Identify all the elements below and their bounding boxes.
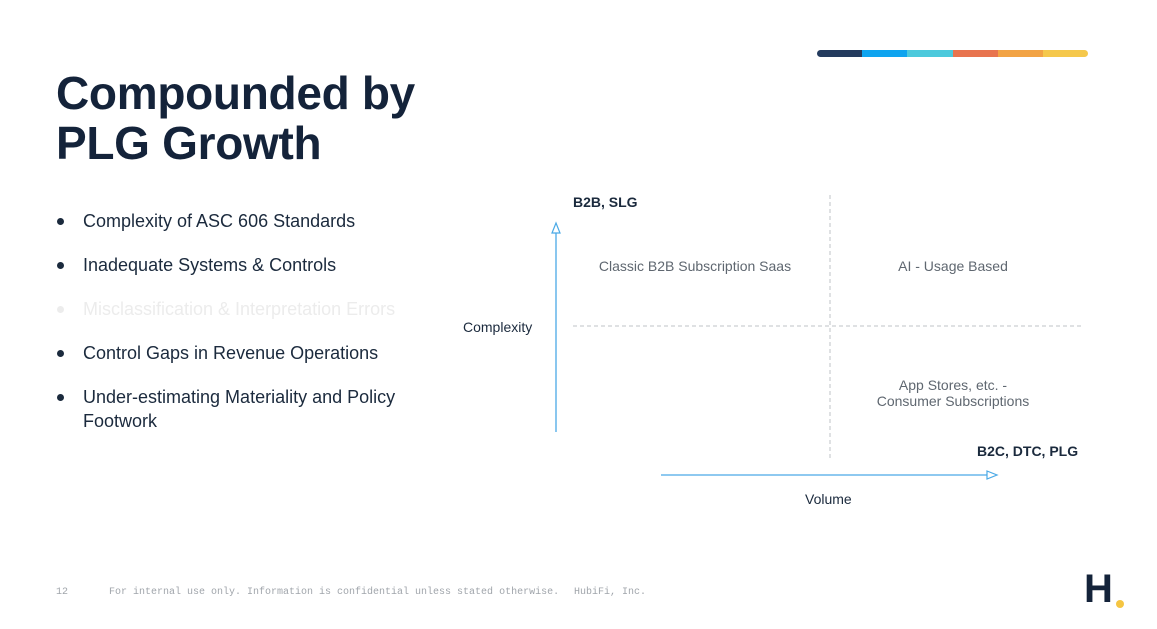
company-name: HubiFi, Inc. — [574, 587, 647, 598]
slide-title: Compounded by PLG Growth — [56, 68, 496, 168]
brand-color-bar — [817, 50, 1089, 57]
color-segment — [817, 50, 863, 57]
quadrant-top-right: AI - Usage Based — [898, 258, 1008, 274]
bullet-item: Under-estimating Materiality and Policy … — [56, 385, 456, 433]
color-segment — [862, 50, 908, 57]
page-number: 12 — [56, 587, 69, 598]
y-axis-label: Complexity — [463, 319, 533, 335]
x-axis-label: Volume — [805, 491, 852, 507]
x-axis-right-label: B2C, DTC, PLG — [977, 443, 1079, 459]
logo-letter: H — [1084, 567, 1113, 611]
color-segment — [952, 50, 998, 57]
quadrant-top-left: Classic B2B Subscription Saas — [598, 258, 792, 274]
x-axis-arrowhead — [986, 470, 999, 480]
quadrant-bottom-right-line-2: Consumer Subscriptions — [876, 393, 1030, 409]
bullet-item: Control Gaps in Revenue Operations — [56, 341, 456, 365]
bullet-item: Complexity of ASC 606 Standards — [56, 209, 456, 233]
y-axis-top-label: B2B, SLG — [573, 194, 638, 210]
bullet-item-faded: Misclassification & Interpretation Error… — [56, 297, 456, 321]
color-segment — [997, 50, 1043, 57]
quadrant-bottom-right-line-1: App Stores, etc. - — [898, 377, 1008, 393]
bullet-list: Complexity of ASC 606 Standards Inadequa… — [56, 209, 456, 433]
y-axis-arrowhead — [551, 221, 561, 234]
bullet-item: Inadequate Systems & Controls — [56, 253, 456, 277]
quadrant-bottom-right: App Stores, etc. - Consumer Subscription… — [843, 377, 1063, 409]
title-line-2: PLG Growth — [56, 117, 322, 169]
title-line-1: Compounded by — [56, 67, 415, 119]
confidential-notice: For internal use only. Information is co… — [109, 587, 560, 598]
logo-dot — [1116, 600, 1124, 608]
color-segment — [1042, 50, 1089, 57]
color-segment — [907, 50, 953, 57]
hubifi-logo: H — [1084, 569, 1128, 609]
